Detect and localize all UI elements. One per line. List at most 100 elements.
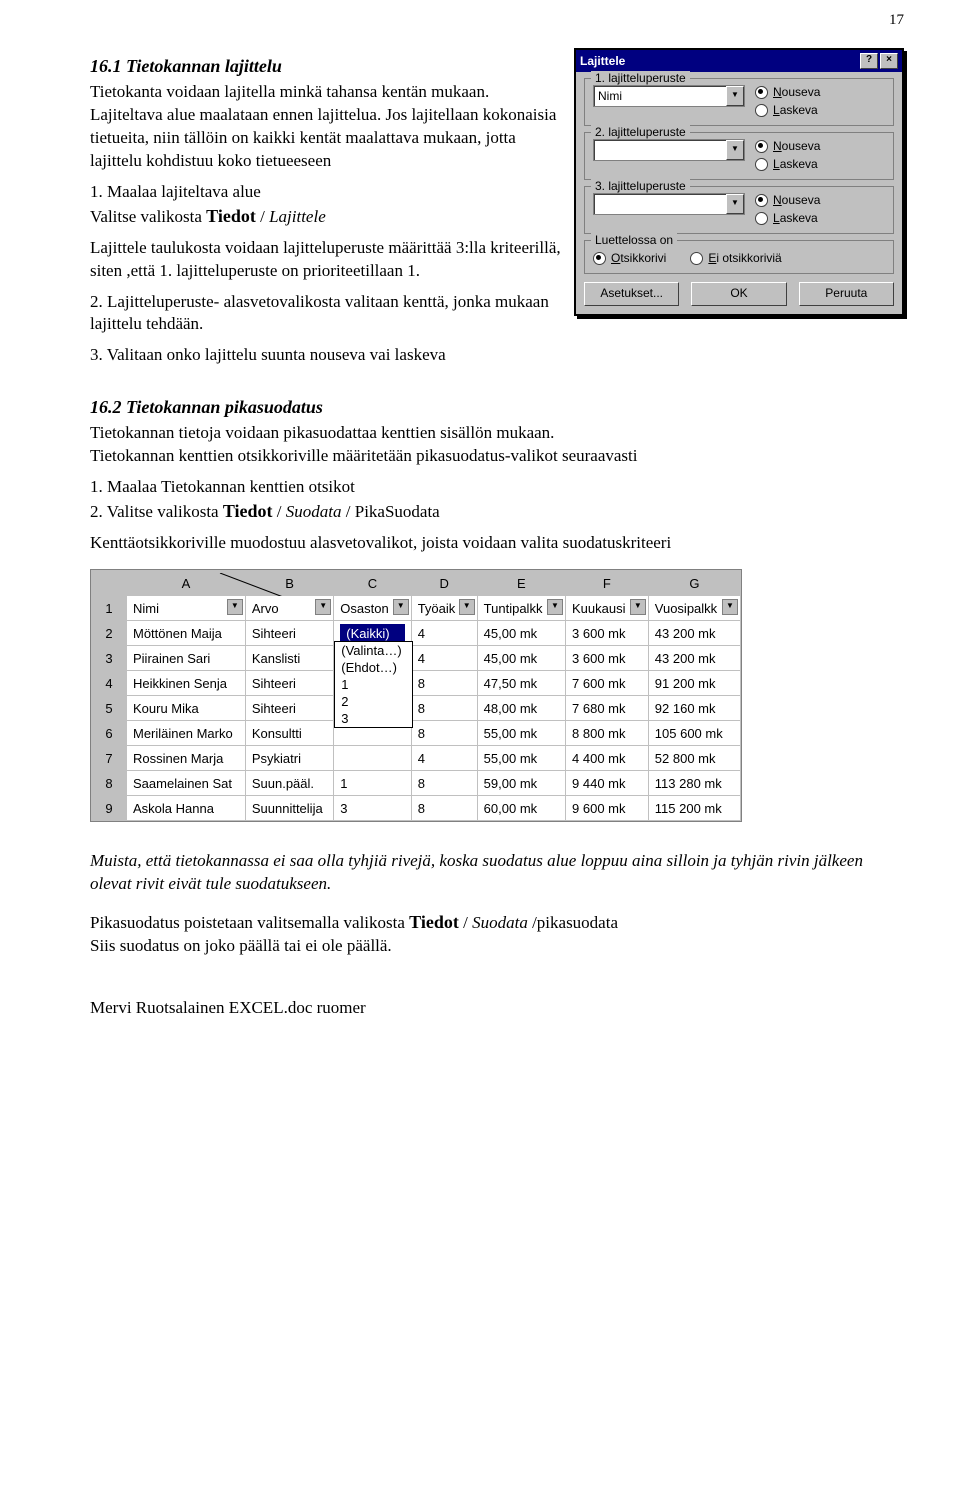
column-header[interactable]: Vuosipalkk▼ <box>648 596 740 621</box>
table-cell[interactable]: 8 <box>411 796 477 821</box>
table-cell[interactable]: 7 680 mk <box>566 696 649 721</box>
table-cell[interactable]: 113 280 mk <box>648 771 740 796</box>
table-cell[interactable]: 48,00 mk <box>477 696 565 721</box>
filter-arrow-icon[interactable]: ▼ <box>315 599 331 615</box>
table-cell[interactable]: 55,00 mk <box>477 721 565 746</box>
radio-ei-otsikkorivia[interactable]: Ei otsikkoriviä <box>690 251 781 265</box>
table-cell[interactable]: Rossinen Marja <box>127 746 246 771</box>
table-cell[interactable]: Suun.pääl. <box>245 771 333 796</box>
table-cell[interactable]: 3 600 mk <box>566 621 649 646</box>
table-cell[interactable]: 60,00 mk <box>477 796 565 821</box>
table-cell[interactable]: Piirainen Sari <box>127 646 246 671</box>
filter-arrow-icon[interactable]: ▼ <box>722 599 738 615</box>
s2-p1: Tietokannan tietoja voidaan pikasuodatta… <box>90 422 904 445</box>
filter-arrow-icon[interactable]: ▼ <box>459 599 475 615</box>
dropdown-option[interactable]: (Ehdot…) <box>335 659 411 676</box>
s2-p4-rest: PikaSuodata <box>355 502 440 521</box>
table-cell[interactable]: 43 200 mk <box>648 621 740 646</box>
table-cell[interactable] <box>334 746 411 771</box>
help-button[interactable]: ? <box>860 53 878 69</box>
column-header[interactable]: Arvo▼ <box>245 596 333 621</box>
table-cell[interactable]: 9 600 mk <box>566 796 649 821</box>
table-cell[interactable]: 91 200 mk <box>648 671 740 696</box>
filter-arrow-icon[interactable]: ▼ <box>393 599 409 615</box>
table-cell[interactable]: 8 <box>411 696 477 721</box>
table-cell[interactable]: 52 800 mk <box>648 746 740 771</box>
table-cell[interactable]: Sihteeri <box>245 696 333 721</box>
table-cell[interactable]: Konsultti <box>245 721 333 746</box>
table-cell[interactable]: 92 160 mk <box>648 696 740 721</box>
table-cell[interactable]: 8 800 mk <box>566 721 649 746</box>
table-cell[interactable]: 4 <box>411 646 477 671</box>
table-cell[interactable]: 115 200 mk <box>648 796 740 821</box>
table-cell[interactable]: Heikkinen Senja <box>127 671 246 696</box>
radio-nouseva-3[interactable]: Nouseva <box>755 193 820 207</box>
table-cell[interactable]: 7 600 mk <box>566 671 649 696</box>
table-cell[interactable]: Saamelainen Sat <box>127 771 246 796</box>
section-1-text: 16.1 Tietokannan lajittelu Tietokanta vo… <box>90 48 562 375</box>
filter-arrow-icon[interactable]: ▼ <box>630 599 646 615</box>
table-cell[interactable]: 105 600 mk <box>648 721 740 746</box>
table-cell[interactable]: 4 400 mk <box>566 746 649 771</box>
radio-nouseva-1[interactable]: Nouseva <box>755 85 820 99</box>
table-cell[interactable]: Suunnittelija <box>245 796 333 821</box>
dropdown-option[interactable]: 3 <box>335 710 411 727</box>
radio-laskeva-2[interactable]: Laskeva <box>755 157 820 171</box>
table-cell[interactable]: 55,00 mk <box>477 746 565 771</box>
settings-button[interactable]: Asetukset... <box>584 282 679 306</box>
column-header[interactable]: Nimi▼ <box>127 596 246 621</box>
table-cell[interactable]: 3 <box>334 796 411 821</box>
table-cell[interactable]: Psykiatri <box>245 746 333 771</box>
table-cell[interactable]: Meriläinen Marko <box>127 721 246 746</box>
s2-p4-bold: Tiedot <box>223 501 273 521</box>
combo-1[interactable]: Nimi ▼ <box>593 85 745 107</box>
table-cell[interactable]: 8 <box>411 671 477 696</box>
column-header[interactable]: Työaik▼ <box>411 596 477 621</box>
close-button[interactable]: × <box>880 53 898 69</box>
table-cell[interactable]: (Kaikki)(Valinta…)(Ehdot…)123 <box>334 621 411 646</box>
table-cell[interactable]: Askola Hanna <box>127 796 246 821</box>
table-cell[interactable]: 8 <box>411 721 477 746</box>
chevron-down-icon[interactable]: ▼ <box>726 140 744 160</box>
table-cell[interactable]: 45,00 mk <box>477 621 565 646</box>
table-cell[interactable]: 8 <box>411 771 477 796</box>
table-cell[interactable]: 43 200 mk <box>648 646 740 671</box>
table-cell[interactable]: 45,00 mk <box>477 646 565 671</box>
filter-arrow-icon[interactable]: ▼ <box>227 599 243 615</box>
table-cell[interactable]: 1 <box>334 771 411 796</box>
dropdown-option[interactable]: (Valinta…) <box>335 642 411 659</box>
table-cell[interactable]: Sihteeri <box>245 621 333 646</box>
s1-p2b-sep: / <box>256 207 269 226</box>
tail-p2-bold: Tiedot <box>409 912 459 932</box>
radio-otsikkorivi[interactable]: Otsikkorivi <box>593 251 666 265</box>
column-header[interactable]: Tuntipalkk▼ <box>477 596 565 621</box>
dropdown-option[interactable]: 2 <box>335 693 411 710</box>
chevron-down-icon[interactable]: ▼ <box>726 86 744 106</box>
dropdown-option[interactable]: 1 <box>335 676 411 693</box>
column-header[interactable]: Kuukausi▼ <box>566 596 649 621</box>
radio-laskeva-1[interactable]: Laskeva <box>755 103 820 117</box>
table-cell[interactable]: 4 <box>411 746 477 771</box>
table-cell[interactable]: 3 600 mk <box>566 646 649 671</box>
ok-button[interactable]: OK <box>691 282 786 306</box>
row-number: 5 <box>92 696 127 721</box>
table-cell[interactable]: 4 <box>411 621 477 646</box>
table-cell[interactable]: 47,50 mk <box>477 671 565 696</box>
combo-2[interactable]: ▼ <box>593 139 745 161</box>
s2-p4: 2. Valitse valikosta Tiedot / Suodata / … <box>90 499 904 524</box>
chevron-down-icon[interactable]: ▼ <box>726 194 744 214</box>
combo-3[interactable]: ▼ <box>593 193 745 215</box>
radio-nouseva-2[interactable]: Nouseva <box>755 139 820 153</box>
table-cell[interactable]: Kouru Mika <box>127 696 246 721</box>
table-cell[interactable]: Möttönen Maija <box>127 621 246 646</box>
table-cell[interactable]: Kanslisti <box>245 646 333 671</box>
dropdown-selected[interactable]: (Kaikki) <box>340 624 404 643</box>
table-cell[interactable]: 59,00 mk <box>477 771 565 796</box>
filter-arrow-icon[interactable]: ▼ <box>547 599 563 615</box>
table-cell[interactable]: 9 440 mk <box>566 771 649 796</box>
radio-laskeva-3[interactable]: Laskeva <box>755 211 820 225</box>
cancel-button[interactable]: Peruuta <box>799 282 894 306</box>
radio-icon <box>755 104 768 117</box>
column-header[interactable]: Osaston▼ <box>334 596 411 621</box>
table-cell[interactable]: Sihteeri <box>245 671 333 696</box>
